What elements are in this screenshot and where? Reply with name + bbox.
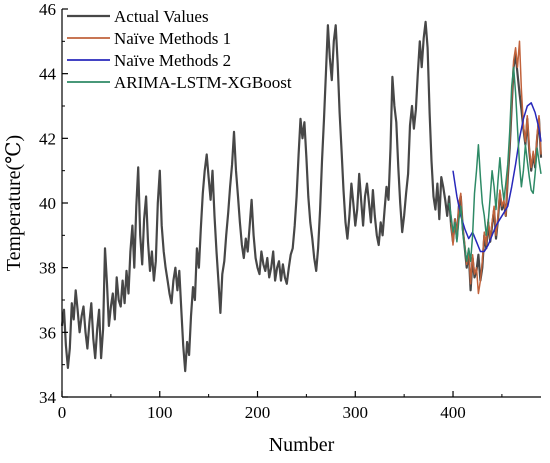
legend-label-1: Actual Values: [114, 7, 209, 26]
x-tick-label: 300: [343, 403, 369, 422]
legend: Actual Values Naïve Methods 1 Naïve Method…: [67, 7, 292, 92]
x-tick-label: 400: [440, 403, 466, 422]
legend-label-2: Naïve Methods 1: [114, 29, 231, 48]
x-tick-label: 100: [147, 403, 173, 422]
y-tick-label: 40: [39, 194, 56, 213]
y-tick-label: 36: [39, 323, 56, 342]
y-tick-label: 46: [39, 0, 56, 19]
x-tick-label: 0: [58, 403, 67, 422]
y-axis-title: Temperature(℃): [3, 135, 25, 271]
y-tick-label: 38: [39, 259, 56, 278]
series-line-3: [452, 102, 542, 253]
x-tick-label: 200: [245, 403, 271, 422]
series-line-4: [448, 66, 542, 262]
legend-label-3: Naïve Methods 2: [114, 51, 231, 70]
axes-layer: 0 100 200 300 400 34 36 38 40 42 44 46: [39, 0, 541, 422]
y-tick-label: 44: [39, 65, 57, 84]
y-tick-label: 34: [39, 388, 57, 407]
series-layer: [60, 20, 543, 373]
x-axis-title: Number: [269, 434, 335, 456]
legend-label-4: ARIMA-LSTM-XGBoost: [114, 73, 292, 92]
y-tick-label: 42: [39, 129, 56, 148]
